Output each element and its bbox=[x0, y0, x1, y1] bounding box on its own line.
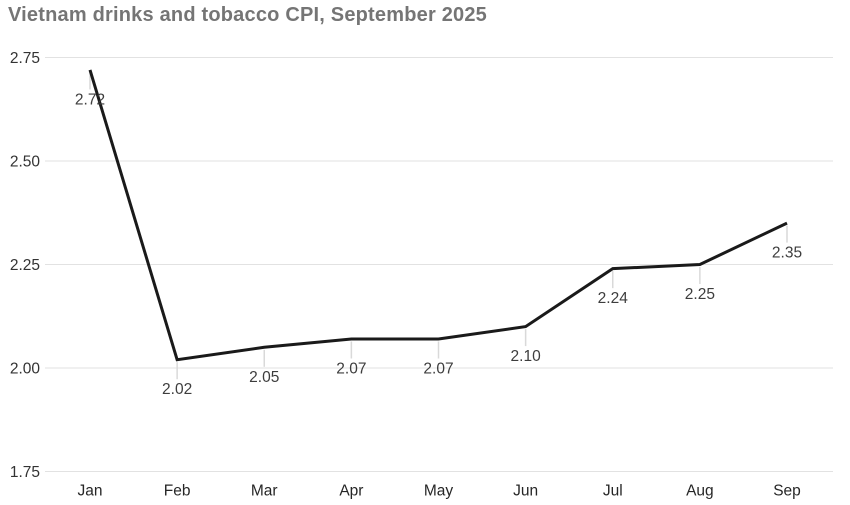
data-point-label: 2.24 bbox=[598, 290, 629, 307]
y-axis-tick-label: 1.75 bbox=[10, 464, 40, 481]
data-point-label: 2.25 bbox=[685, 286, 715, 303]
x-axis-tick-label: Mar bbox=[251, 483, 278, 500]
cpi-series-line bbox=[88, 69, 788, 362]
y-axis-tick-label: 2.00 bbox=[10, 361, 41, 378]
data-point-label: 2.10 bbox=[511, 348, 542, 365]
x-axis-tick-label: Sep bbox=[773, 483, 801, 500]
data-point-label: 2.07 bbox=[423, 361, 453, 378]
data-point-label: 2.35 bbox=[772, 245, 802, 262]
y-axis-tick-label: 2.50 bbox=[10, 154, 41, 171]
x-axis-tick-label: Aug bbox=[686, 483, 714, 500]
data-point-label: 2.72 bbox=[75, 91, 105, 108]
x-axis-tick-label: Feb bbox=[164, 483, 191, 500]
x-axis-tick-label: Jan bbox=[78, 483, 103, 500]
data-point-label: 2.05 bbox=[249, 369, 279, 386]
x-axis-tick-label: May bbox=[424, 483, 454, 500]
y-axis-tick-label: 2.25 bbox=[10, 257, 40, 274]
data-point-label: 2.02 bbox=[162, 381, 192, 398]
data-point-label: 2.07 bbox=[336, 361, 366, 378]
y-axis-tick-label: 2.75 bbox=[10, 50, 40, 67]
x-axis-tick-label: Jul bbox=[603, 483, 623, 500]
chart-title: Vietnam drinks and tobacco CPI, Septembe… bbox=[8, 4, 487, 26]
x-axis-tick-label: Apr bbox=[339, 483, 363, 500]
x-axis-tick-label: Jun bbox=[513, 483, 538, 500]
